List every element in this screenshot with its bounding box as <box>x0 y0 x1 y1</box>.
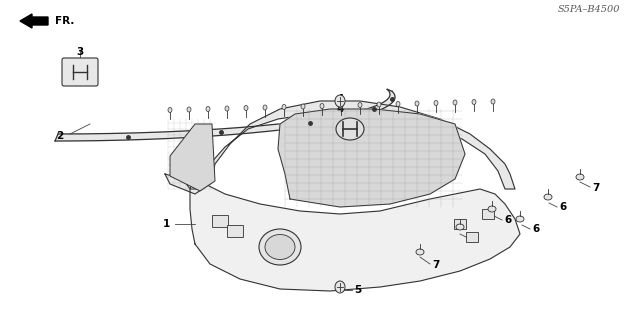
Ellipse shape <box>456 224 464 230</box>
Text: 7: 7 <box>432 260 440 270</box>
Ellipse shape <box>259 229 301 265</box>
Polygon shape <box>55 89 395 141</box>
Polygon shape <box>165 101 515 194</box>
Ellipse shape <box>335 95 345 107</box>
Text: 6: 6 <box>532 224 540 234</box>
Bar <box>482 209 494 219</box>
Ellipse shape <box>335 281 345 293</box>
Text: 2: 2 <box>56 131 63 141</box>
Polygon shape <box>190 174 520 291</box>
Ellipse shape <box>358 102 362 108</box>
Text: 4: 4 <box>336 94 344 104</box>
Ellipse shape <box>544 194 552 200</box>
Text: 5: 5 <box>354 285 361 295</box>
Text: 6: 6 <box>470 233 477 243</box>
Text: 7: 7 <box>592 183 600 193</box>
Bar <box>454 219 466 229</box>
Ellipse shape <box>488 206 496 212</box>
Ellipse shape <box>336 118 364 140</box>
Ellipse shape <box>491 99 495 104</box>
Ellipse shape <box>225 106 229 111</box>
Ellipse shape <box>415 101 419 106</box>
Ellipse shape <box>282 105 286 109</box>
Polygon shape <box>278 109 465 207</box>
FancyBboxPatch shape <box>62 58 98 86</box>
Bar <box>466 232 478 242</box>
Ellipse shape <box>320 103 324 108</box>
Ellipse shape <box>576 174 584 180</box>
Text: 1: 1 <box>163 219 170 229</box>
Ellipse shape <box>168 108 172 113</box>
Ellipse shape <box>263 105 267 110</box>
Bar <box>212 215 228 227</box>
Text: 4: 4 <box>336 104 344 114</box>
Ellipse shape <box>244 106 248 110</box>
Ellipse shape <box>377 102 381 107</box>
Ellipse shape <box>516 216 524 222</box>
Ellipse shape <box>434 100 438 106</box>
Ellipse shape <box>396 101 400 107</box>
Text: FR.: FR. <box>55 16 74 26</box>
FancyArrow shape <box>20 14 48 28</box>
Ellipse shape <box>339 103 343 108</box>
Ellipse shape <box>301 104 305 109</box>
Text: S5PA–B4500: S5PA–B4500 <box>557 5 620 14</box>
Polygon shape <box>170 124 215 191</box>
Text: 6: 6 <box>504 215 511 225</box>
Bar <box>227 225 243 237</box>
Text: 6: 6 <box>559 202 566 212</box>
Ellipse shape <box>472 100 476 105</box>
Ellipse shape <box>416 249 424 255</box>
Ellipse shape <box>206 107 210 112</box>
Ellipse shape <box>265 234 295 259</box>
Ellipse shape <box>187 107 191 112</box>
Text: 3: 3 <box>76 47 84 57</box>
Ellipse shape <box>453 100 457 105</box>
